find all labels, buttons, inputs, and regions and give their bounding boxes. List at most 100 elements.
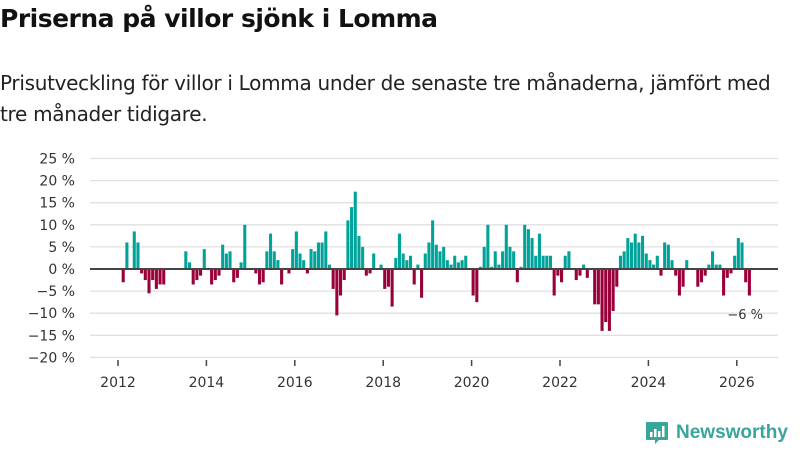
- bar: [703, 269, 707, 276]
- bar: [361, 246, 365, 269]
- bar: [596, 269, 600, 305]
- bar: [541, 255, 545, 269]
- bar: [257, 269, 262, 285]
- newsworthy-logo[interactable]: Newsworthy: [644, 420, 788, 446]
- bar-chart: 25 % 20 % 15 % 10 % 5 % 0 % −5 % −10 % −15 % −20 …: [28, 152, 778, 391]
- bar: [397, 233, 402, 269]
- bar: [442, 246, 446, 269]
- bar: [696, 269, 700, 287]
- bar: [224, 253, 228, 269]
- bar: [607, 269, 611, 331]
- bar: [618, 255, 623, 269]
- bar: [497, 264, 501, 269]
- bar: [747, 269, 751, 296]
- bar: [574, 269, 578, 281]
- x-tick-label: 2018: [365, 375, 401, 391]
- bar: [228, 251, 232, 269]
- y-tick-label: 10 %: [39, 218, 75, 234]
- y-tick-label: −20 %: [28, 350, 75, 366]
- bar: [611, 269, 615, 311]
- bar: [512, 251, 516, 269]
- bar: [493, 251, 497, 269]
- bar: [567, 251, 571, 269]
- bar: [199, 269, 203, 276]
- last-value-label: −6 %: [727, 308, 763, 323]
- bar: [629, 242, 634, 269]
- bar: [508, 246, 512, 269]
- bar: [740, 242, 744, 269]
- bar: [655, 255, 659, 269]
- bar: [210, 269, 214, 285]
- bar: [217, 269, 221, 276]
- bar: [744, 269, 748, 283]
- bar: [162, 269, 166, 285]
- bar: [681, 269, 685, 287]
- bar: [342, 269, 346, 281]
- bar: [722, 269, 726, 296]
- bar: [357, 235, 361, 269]
- bar: [158, 269, 162, 285]
- bar: [545, 255, 549, 269]
- bar: [663, 242, 667, 269]
- bar: [674, 269, 678, 276]
- y-tick-label: 25 %: [39, 152, 75, 168]
- bar: [294, 231, 298, 269]
- x-axis: 2012 2014 2016 2018 2020 2022 2024 2026: [100, 360, 755, 391]
- x-tick-label: 2016: [277, 375, 313, 391]
- bar: [298, 253, 302, 269]
- bar: [456, 262, 460, 269]
- bar: [482, 246, 486, 269]
- bar: [659, 269, 663, 276]
- newsworthy-logo-icon: [646, 422, 668, 444]
- bar: [501, 251, 505, 269]
- bar: [416, 264, 420, 269]
- bar: [324, 231, 328, 269]
- y-tick-label: 20 %: [39, 174, 75, 190]
- bar: [184, 251, 188, 269]
- bar: [136, 242, 140, 269]
- bar: [582, 264, 586, 269]
- bar: [431, 220, 435, 269]
- bar: [729, 269, 733, 274]
- bar: [125, 242, 129, 269]
- bar: [408, 255, 413, 269]
- bar: [537, 233, 541, 269]
- y-tick-label: −10 %: [28, 306, 75, 322]
- bar: [320, 242, 324, 269]
- bar: [478, 266, 483, 269]
- bar: [147, 269, 151, 294]
- bar: [379, 264, 383, 269]
- bar: [453, 255, 457, 269]
- bar: [677, 269, 681, 296]
- bar: [346, 220, 350, 269]
- bar: [548, 255, 553, 269]
- bar: [670, 260, 674, 269]
- brand-name: Newsworthy: [676, 422, 788, 443]
- x-tick-label: 2024: [631, 375, 667, 391]
- bar: [434, 244, 438, 269]
- bar: [560, 269, 564, 283]
- bar: [394, 257, 398, 269]
- bar: [386, 269, 390, 287]
- bar: [213, 269, 217, 281]
- bar: [600, 269, 604, 331]
- bar: [327, 264, 332, 269]
- bar: [556, 269, 560, 276]
- y-tick-label: 15 %: [39, 196, 75, 212]
- bar: [154, 269, 158, 289]
- bar: [331, 269, 335, 289]
- bar: [563, 255, 567, 269]
- bars: [121, 191, 751, 331]
- chart-subtitle: Prisutveckling för villor i Lomma under …: [0, 71, 771, 126]
- bar: [523, 224, 527, 269]
- bar: [195, 269, 199, 281]
- bar: [519, 266, 523, 269]
- y-tick-label: 0 %: [48, 262, 75, 278]
- bar: [313, 251, 317, 269]
- bar: [368, 269, 372, 274]
- bar: [736, 238, 740, 269]
- x-tick-label: 2022: [542, 375, 578, 391]
- bar: [191, 269, 195, 285]
- bar: [291, 249, 295, 269]
- y-tick-label: 5 %: [48, 240, 75, 256]
